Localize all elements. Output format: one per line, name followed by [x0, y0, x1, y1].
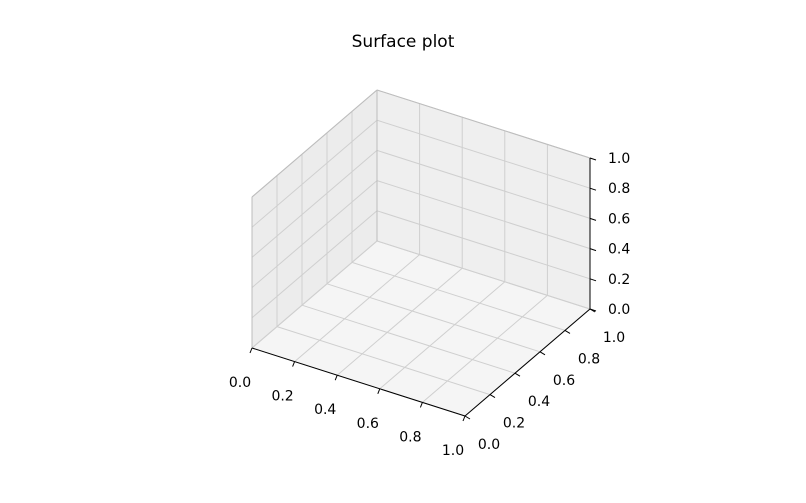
z-tick-label: 0.0 [608, 302, 630, 318]
grid-line-z-back [376, 149, 591, 219]
y-tick [539, 351, 546, 356]
y-tick-label: 0.4 [528, 394, 550, 410]
y-tick-label: 0.6 [553, 373, 575, 389]
y-tick [564, 329, 571, 334]
x-tick-label: 0.0 [229, 375, 251, 391]
grid-line-y-floor [301, 304, 516, 374]
back-wall-pane [377, 90, 590, 309]
y-tick-label: 0.0 [478, 437, 500, 453]
pane-edge [376, 89, 591, 159]
chart-title: Surface plot [351, 32, 455, 52]
z-tick-label: 0.8 [608, 181, 630, 197]
x-tick [249, 347, 253, 354]
x-tick [334, 375, 338, 381]
z-tick [589, 157, 597, 161]
x-tick-label: 1.0 [442, 443, 464, 459]
grid-line-x-floor [422, 295, 548, 403]
grid-line-x-floor [379, 281, 506, 390]
grid-line-z-back [376, 240, 591, 310]
grid-line-z-left [251, 240, 378, 349]
x-tick [419, 402, 423, 408]
z-tick-label: 0.4 [608, 242, 630, 258]
grid-line-z-left [251, 180, 378, 288]
z-tick [589, 278, 597, 282]
y-tick-label: 1.0 [603, 330, 625, 346]
y-tick [514, 372, 521, 377]
pane-edge [251, 89, 378, 198]
grid-line-z-left [251, 210, 378, 319]
y-tick [489, 394, 496, 399]
grid-line-y-floor [276, 326, 491, 396]
x-axis-line [251, 347, 466, 417]
z-tick [589, 187, 597, 191]
z-tick-label: 0.2 [608, 272, 630, 288]
x-tick-label: 0.6 [357, 416, 379, 432]
grid-line-z-back [376, 180, 591, 250]
x-tick [377, 388, 381, 394]
y-tick-label: 0.8 [578, 351, 600, 367]
z-tick [589, 308, 597, 312]
grid-line-y-floor [326, 283, 541, 353]
grid-line-z-back [376, 119, 591, 189]
grid-line-x-floor [294, 254, 420, 362]
y-tick [464, 415, 471, 420]
z-tick [589, 217, 597, 221]
z-tick [589, 248, 597, 252]
left-wall-pane [252, 90, 377, 348]
x-tick-label: 0.4 [314, 402, 336, 418]
z-tick-label: 0.6 [608, 211, 630, 227]
y-tick-label: 0.2 [503, 416, 525, 432]
grid-line-y-floor [351, 261, 566, 331]
grid-line-z-left [251, 119, 378, 228]
x-tick-label: 0.8 [399, 429, 421, 445]
grid-line-z-back [376, 210, 591, 280]
floor-pane [252, 241, 590, 416]
y-axis-line [464, 308, 591, 417]
grid-line-z-left [251, 150, 378, 258]
z-tick-label: 1.0 [608, 151, 630, 167]
x-tick [462, 415, 466, 422]
x-tick [292, 361, 296, 367]
x-tick-label: 0.2 [271, 389, 293, 405]
grid-line-x-floor [336, 267, 463, 376]
